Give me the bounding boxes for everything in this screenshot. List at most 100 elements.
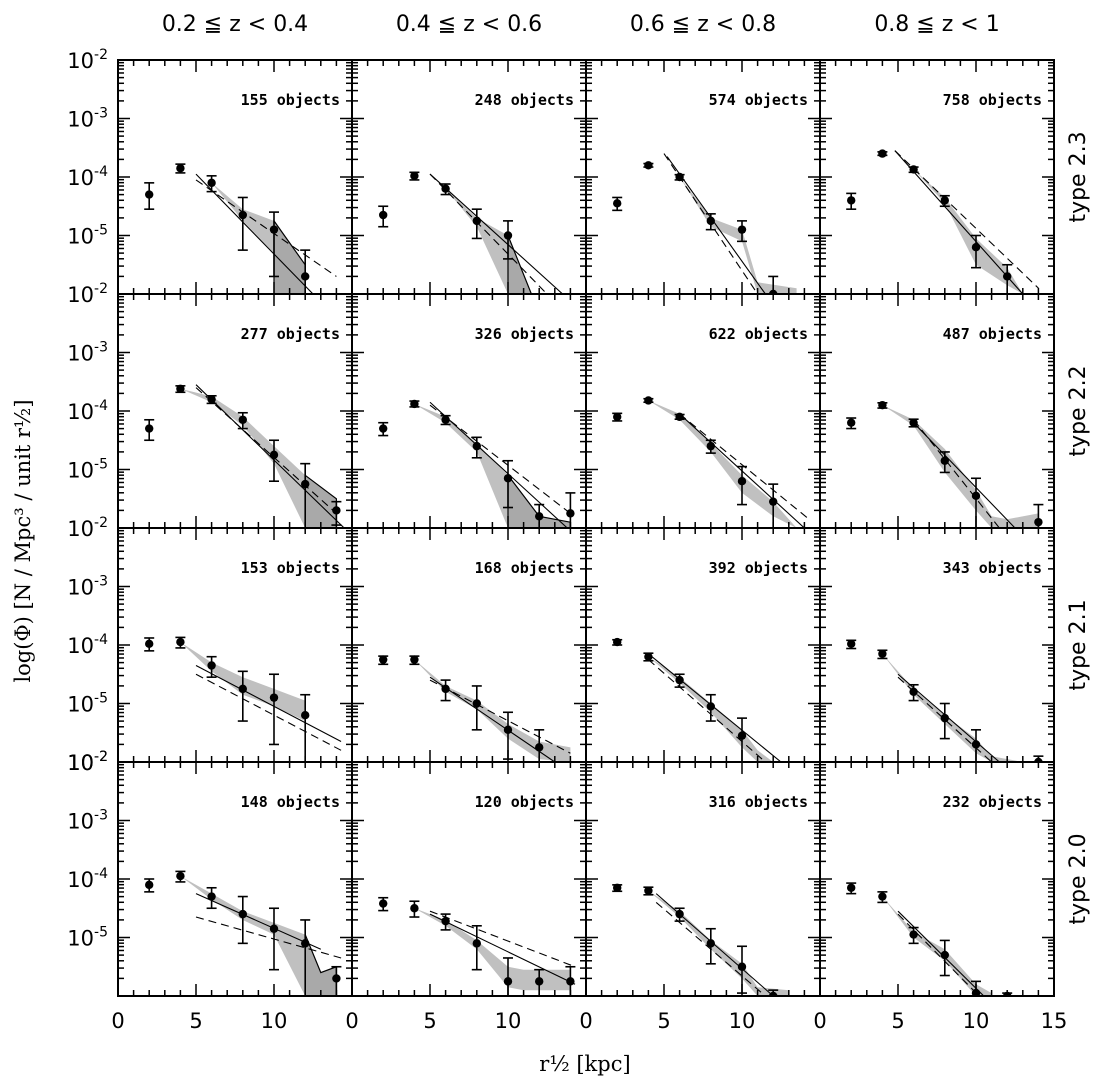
object-count-label: 277 objects bbox=[241, 325, 340, 343]
data-point bbox=[737, 962, 747, 971]
data-point bbox=[535, 743, 544, 752]
y-tick-label: 10-3 bbox=[67, 340, 108, 366]
data-point bbox=[706, 216, 715, 226]
lower-limit-fill bbox=[273, 219, 306, 294]
uncertainty-band bbox=[383, 175, 532, 294]
uncertainty-band bbox=[851, 887, 992, 996]
y-tick-label: 10-4 bbox=[67, 632, 108, 658]
panel-r2-c3: 343 objects bbox=[819, 527, 1055, 763]
x-tick-label: 10 bbox=[729, 1009, 756, 1033]
data-point bbox=[909, 930, 918, 939]
dashed-fit-line bbox=[897, 913, 980, 996]
panel-content bbox=[612, 396, 810, 528]
y-tick-label: 10-4 bbox=[67, 866, 108, 892]
lower-limit-fill bbox=[507, 235, 533, 294]
data-point bbox=[207, 178, 216, 188]
data-point bbox=[301, 479, 310, 489]
y-tick-label: 10-3 bbox=[67, 574, 108, 600]
dashed-fit-line bbox=[429, 404, 571, 514]
data-point bbox=[207, 661, 216, 670]
row-label-1: type 2.2 bbox=[1066, 365, 1091, 456]
data-point bbox=[878, 149, 887, 158]
y-tick-label: 10-5 bbox=[67, 457, 108, 483]
solid-fit-line bbox=[429, 676, 556, 762]
data-point bbox=[472, 939, 481, 948]
x-tick-label: 10 bbox=[261, 1009, 288, 1033]
panel-r1-c3: 487 objects bbox=[819, 293, 1055, 529]
panel-r1-c2: 622 objects bbox=[585, 293, 821, 529]
solid-fit-line bbox=[195, 664, 342, 743]
object-count-label: 326 objects bbox=[475, 325, 574, 343]
data-point bbox=[706, 702, 715, 711]
x-tick-label: 5 bbox=[657, 1009, 670, 1033]
object-count-label: 155 objects bbox=[241, 91, 340, 109]
data-point bbox=[269, 450, 279, 460]
data-point bbox=[332, 506, 341, 515]
y-tick-label: 10-5 bbox=[67, 691, 108, 717]
panel-r3-c2: 316 objects bbox=[585, 761, 821, 997]
y-tick-label: 10-3 bbox=[67, 106, 108, 132]
object-count-label: 622 objects bbox=[709, 325, 808, 343]
data-point bbox=[238, 415, 247, 424]
uncertainty-band bbox=[617, 400, 797, 528]
object-count-label: 153 objects bbox=[241, 559, 340, 577]
panel-content bbox=[144, 163, 337, 294]
y-tick-label: 10-2 bbox=[67, 515, 108, 541]
data-point bbox=[535, 512, 544, 521]
panel-content bbox=[846, 400, 1044, 528]
object-count-label: 168 objects bbox=[475, 559, 574, 577]
data-point bbox=[940, 713, 949, 723]
data-point bbox=[410, 904, 419, 913]
data-point bbox=[706, 441, 715, 451]
x-tick-label: 10 bbox=[495, 1009, 522, 1033]
data-point bbox=[472, 216, 481, 226]
data-point bbox=[269, 225, 279, 234]
y-tick-label: 10-3 bbox=[67, 808, 108, 834]
data-point bbox=[878, 649, 887, 658]
data-point bbox=[238, 909, 247, 919]
panel-r1-c0: 277 objects bbox=[117, 293, 353, 529]
data-point bbox=[441, 916, 450, 926]
data-point bbox=[379, 899, 388, 908]
data-point bbox=[737, 731, 747, 740]
data-point bbox=[410, 399, 419, 409]
x-tick-label: 5 bbox=[891, 1009, 904, 1033]
data-point bbox=[878, 892, 887, 901]
y-tick-label: 10-5 bbox=[67, 925, 108, 951]
column-title-0: 0.2 ≦ z < 0.4 bbox=[162, 12, 308, 37]
data-point bbox=[441, 415, 450, 424]
data-point bbox=[675, 909, 684, 919]
data-point bbox=[940, 456, 949, 465]
object-count-label: 574 objects bbox=[709, 91, 808, 109]
data-point bbox=[301, 272, 310, 281]
x-tick-label: 0 bbox=[345, 1009, 358, 1033]
panel-content bbox=[378, 655, 571, 762]
object-count-label: 392 objects bbox=[709, 559, 808, 577]
data-point bbox=[675, 172, 684, 182]
y-tick-label: 10-2 bbox=[67, 47, 108, 73]
y-tick-label: 10-2 bbox=[67, 281, 108, 307]
object-count-label: 758 objects bbox=[943, 91, 1042, 109]
panel-content bbox=[378, 171, 563, 294]
panel-content bbox=[144, 636, 342, 762]
object-count-label: 248 objects bbox=[475, 91, 574, 109]
data-point bbox=[503, 977, 513, 986]
object-count-label: 148 objects bbox=[241, 793, 340, 811]
y-tick-label: 10-2 bbox=[67, 749, 108, 775]
data-point bbox=[472, 441, 481, 451]
panel-content bbox=[144, 384, 345, 528]
y-axis-label: log(Φ) [N / Mpc³ / unit r½] bbox=[11, 399, 35, 682]
data-point bbox=[207, 395, 216, 404]
data-point bbox=[145, 880, 154, 890]
panel-r3-c1: 120 objects bbox=[351, 761, 587, 997]
data-point bbox=[1003, 272, 1012, 281]
uncertainty-band bbox=[149, 388, 337, 528]
solid-fit-line bbox=[195, 173, 314, 294]
data-point bbox=[769, 497, 778, 506]
data-point bbox=[379, 210, 388, 220]
data-point bbox=[503, 231, 513, 240]
data-point bbox=[706, 939, 715, 948]
y-tick-label: 10-5 bbox=[67, 223, 108, 249]
data-point bbox=[238, 684, 247, 694]
